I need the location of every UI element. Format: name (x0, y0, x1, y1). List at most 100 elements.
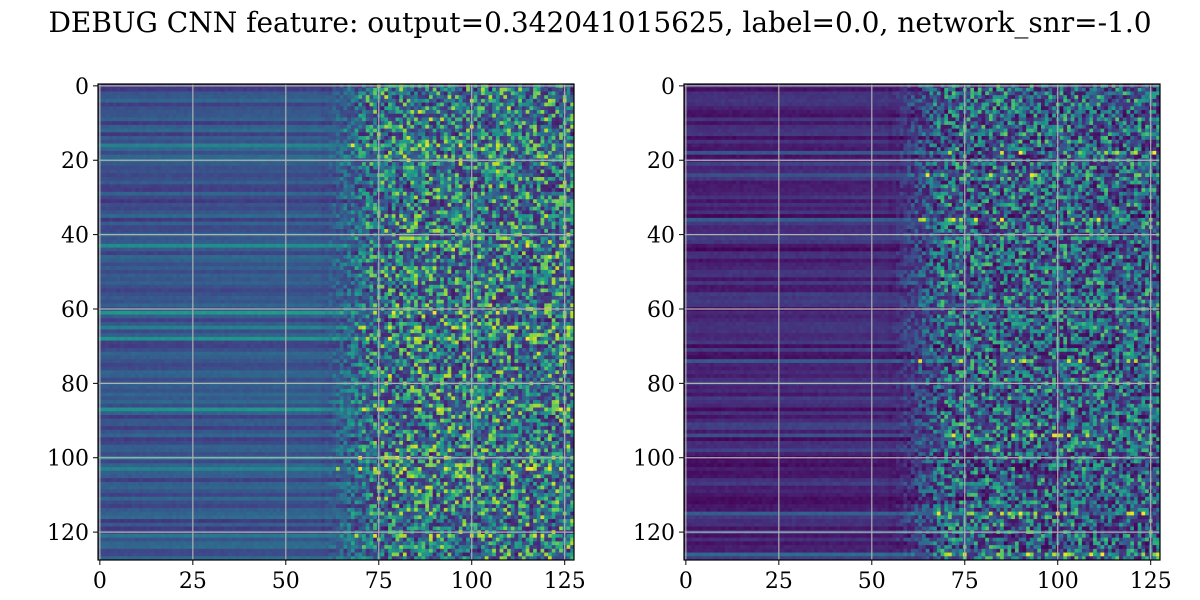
heatmap-cell (536, 191, 542, 197)
heatmap-cell (239, 136, 244, 141)
heatmap-cell (570, 206, 575, 211)
heatmap-cell (414, 173, 419, 178)
heatmap-cell (317, 217, 322, 223)
heatmap-cell (417, 147, 423, 152)
heatmap-cell (295, 150, 300, 156)
heatmap-cell (536, 199, 542, 204)
heatmap-cell (194, 180, 199, 185)
heatmap-cell (161, 87, 166, 92)
heatmap-cell (146, 91, 151, 96)
heatmap-cell (332, 143, 337, 148)
heatmap-cell (391, 124, 396, 130)
heatmap-cell (176, 191, 181, 197)
heatmap-cell (559, 113, 564, 118)
heatmap-cell (142, 154, 147, 159)
heatmap-cell (559, 87, 564, 92)
heatmap-cell (146, 180, 151, 185)
heatmap-cell (428, 91, 434, 96)
heatmap-cell (287, 91, 292, 96)
heatmap-cell (205, 173, 211, 178)
heatmap-cell (525, 225, 530, 230)
heatmap-cell (473, 214, 478, 219)
heatmap-cell (209, 147, 214, 152)
heatmap-cell (507, 113, 512, 118)
heatmap-cell (507, 191, 512, 197)
heatmap-cell (213, 180, 218, 185)
heatmap-cell (458, 132, 463, 137)
heatmap-cell (328, 195, 333, 200)
heatmap-cell (291, 154, 296, 159)
heatmap-cell (462, 180, 467, 185)
heatmap-cell (544, 113, 549, 118)
heatmap-cell (172, 165, 177, 171)
heatmap-cell (321, 132, 326, 137)
heatmap-cell (265, 221, 270, 226)
heatmap-cell (451, 225, 456, 230)
heatmap-cell (272, 203, 277, 208)
heatmap-cell (466, 225, 471, 230)
heatmap-cell (402, 95, 408, 100)
heatmap-cell (365, 147, 370, 152)
heatmap-cell (332, 165, 337, 171)
heatmap-cell (417, 195, 423, 200)
heatmap-cell (529, 154, 534, 159)
heatmap-cell (555, 217, 560, 223)
heatmap-cell (555, 176, 560, 182)
heatmap-cell (455, 113, 460, 118)
heatmap-cell (425, 225, 430, 230)
heatmap-cell (540, 128, 545, 133)
heatmap-cell (127, 165, 132, 171)
heatmap-cell (566, 173, 571, 178)
heatmap-cell (321, 150, 326, 156)
heatmap-cell (231, 221, 237, 226)
heatmap-cell (358, 214, 363, 219)
heatmap-cell (436, 162, 441, 167)
heatmap-cell (224, 121, 229, 126)
heatmap-cell (495, 143, 501, 148)
heatmap-cell (417, 203, 423, 208)
heatmap-cell (112, 165, 118, 171)
heatmap-cell (295, 121, 300, 126)
heatmap-cell (529, 184, 534, 189)
heatmap-cell (142, 124, 147, 130)
heatmap-cell (243, 147, 248, 152)
heatmap-cell (309, 165, 315, 171)
heatmap-cell (228, 210, 233, 215)
heatmap-cell (280, 176, 285, 182)
heatmap-cell (425, 121, 430, 126)
heatmap-cell (414, 188, 419, 193)
heatmap-cell (484, 87, 489, 92)
heatmap-cell (547, 217, 553, 223)
heatmap-cell (112, 147, 118, 152)
heatmap-cell (521, 169, 527, 174)
heatmap-cell (421, 199, 426, 204)
heatmap-cell (473, 128, 478, 133)
heatmap-cell (168, 147, 173, 152)
heatmap-cell (220, 221, 225, 226)
heatmap-cell (421, 162, 426, 167)
heatmap-cell (168, 203, 173, 208)
heatmap-cell (566, 180, 571, 185)
heatmap-cell (127, 169, 132, 174)
heatmap-cell (239, 176, 244, 182)
heatmap-cell (120, 150, 125, 156)
heatmap-cell (336, 199, 341, 204)
heatmap-cell (533, 150, 538, 156)
heatmap-cell (425, 113, 430, 118)
heatmap-cell (257, 188, 263, 193)
heatmap-cell (525, 165, 530, 171)
heatmap-cell (164, 95, 170, 100)
heatmap-cell (150, 121, 155, 126)
heatmap-cell (514, 188, 519, 193)
heatmap-cell (269, 162, 274, 167)
heatmap-cell (388, 210, 393, 215)
heatmap-cell (443, 203, 449, 208)
heatmap-cell (257, 102, 263, 107)
heatmap-cell (339, 98, 344, 104)
heatmap-cell (243, 162, 248, 167)
heatmap-cell (220, 110, 225, 115)
heatmap-cell (380, 184, 385, 189)
heatmap-cell (131, 139, 136, 144)
heatmap-cell (451, 195, 456, 200)
heatmap-cell (373, 217, 378, 223)
